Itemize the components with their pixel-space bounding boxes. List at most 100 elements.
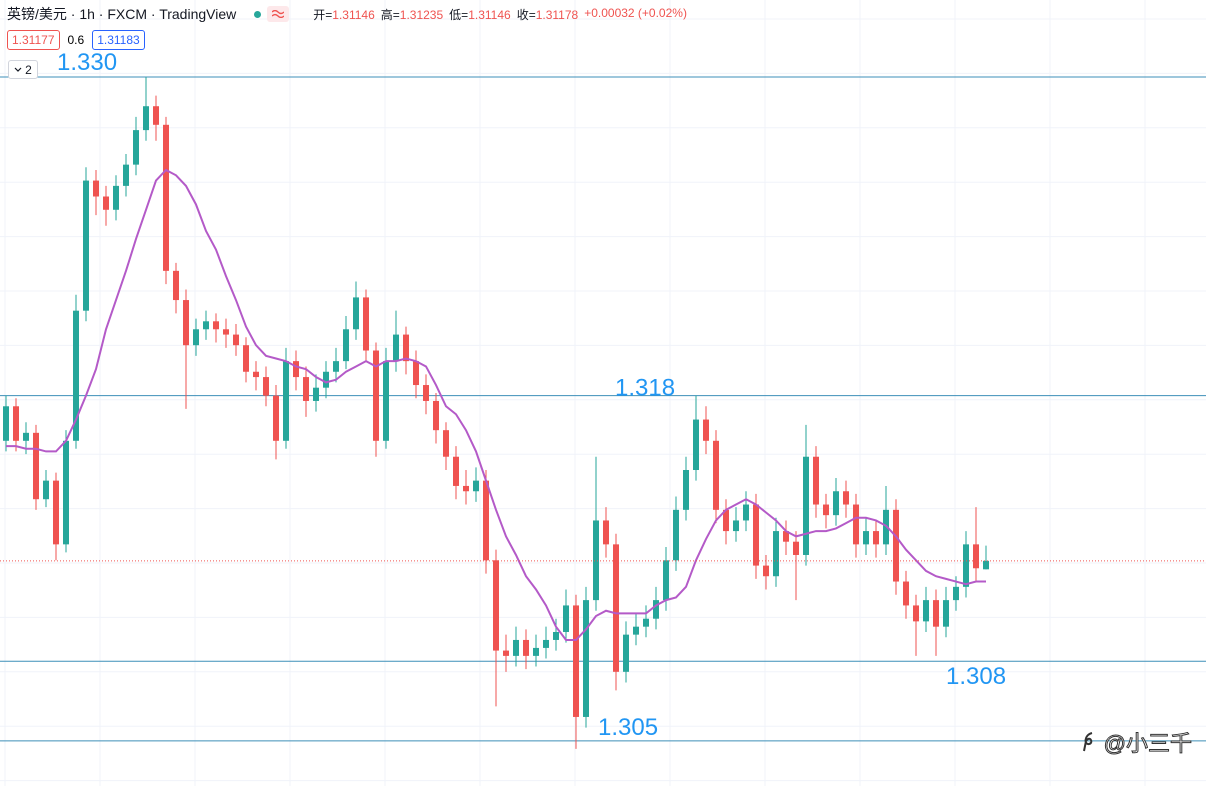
candle-body [813, 456, 819, 505]
candle-body [233, 334, 239, 346]
candle-body [643, 618, 649, 627]
candle-body [763, 565, 769, 577]
candle-body [733, 520, 739, 532]
candle-body [383, 361, 389, 441]
candle-body [913, 605, 919, 622]
candle-body [153, 106, 159, 125]
watermark-logo [1082, 732, 1093, 752]
candle-body [893, 509, 899, 582]
candle-body [713, 440, 719, 510]
candle-body [273, 395, 279, 441]
candle-body [623, 634, 629, 672]
ohlc-label: 收= [516, 7, 536, 22]
candle-body [543, 639, 549, 648]
ohlc-value: 1.31235 [399, 7, 444, 22]
candle-body [723, 509, 729, 532]
candle-body [73, 310, 79, 441]
candle-body [173, 270, 179, 301]
quote-row: 1.31177 0.6 1.31183 [7, 30, 145, 50]
candle-body [743, 504, 749, 521]
candle-body [973, 544, 979, 569]
candle-body [703, 419, 709, 441]
candle-body [433, 400, 439, 431]
candle-body [783, 531, 789, 542]
level-label: 1.308 [946, 663, 1006, 690]
candle-body [453, 456, 459, 486]
status-dot[interactable] [254, 10, 262, 18]
candle-body [23, 432, 29, 441]
moving-average [6, 168, 986, 641]
candle-body [963, 544, 969, 587]
candle-body [493, 560, 499, 651]
candle-body [53, 480, 59, 545]
candle-body [943, 600, 949, 627]
candle-body [33, 432, 39, 500]
candle-body [133, 130, 139, 165]
candle-body [953, 586, 959, 601]
candle-body [313, 387, 319, 401]
indicator-count: 2 [25, 62, 32, 77]
change: +0.00032 (+0.02%) [584, 5, 687, 20]
candle-body [343, 329, 349, 362]
candle-body [43, 480, 49, 500]
ask-button[interactable]: 1.31183 [92, 30, 145, 50]
candle-body [303, 377, 309, 401]
ohlc-value: 1.31146 [332, 7, 375, 22]
candle-body [593, 520, 599, 601]
candle-body [513, 639, 519, 656]
candle-body [443, 430, 449, 457]
candle-body [693, 419, 699, 471]
candle-body [683, 470, 689, 510]
candle-body [123, 164, 129, 186]
candle-body [473, 480, 479, 492]
candle-body [753, 504, 759, 566]
candle-body [923, 600, 929, 622]
candle-body [143, 106, 149, 131]
level-label: 1.330 [57, 49, 117, 76]
candle-body [353, 297, 359, 330]
ohlc-label: 高= [380, 7, 400, 22]
candle-body [373, 350, 379, 441]
candle-body [903, 581, 909, 606]
candle-body [533, 647, 539, 656]
ohlc-value: 1.31146 [468, 7, 511, 22]
candle-body [523, 639, 529, 656]
candle-body [83, 180, 89, 311]
spread: 0.6 [67, 33, 85, 47]
candle-body [653, 600, 659, 619]
ohlc-label: 低= [449, 7, 469, 22]
candle-body [203, 321, 209, 330]
candle-body [663, 560, 669, 601]
compare-button[interactable] [267, 6, 290, 22]
candle-body [613, 544, 619, 672]
candle-body [463, 485, 469, 492]
bid-button[interactable]: 1.31177 [7, 30, 60, 50]
candle-body [873, 531, 879, 545]
candle-body [93, 180, 99, 197]
candle-body [803, 456, 809, 555]
candle-body [283, 361, 289, 441]
candle-body [863, 531, 869, 545]
ohlc: 开=1.31146 高=1.31235 低=1.31146 收=1.31178 … [313, 6, 687, 23]
candle-body [563, 605, 569, 632]
candle-body [243, 345, 249, 372]
indicator-toggle[interactable]: 2 [8, 60, 38, 79]
candle-body [413, 361, 419, 386]
symbol-title: 英镑/美元 · 1h · FXCM · TradingView [7, 6, 237, 22]
candle-body [603, 520, 609, 545]
candle-body [633, 626, 639, 635]
candle-body [183, 300, 189, 346]
candle-body [403, 334, 409, 362]
candle-body [263, 377, 269, 396]
candle-body [333, 361, 339, 372]
header: 英镑/美元 · 1h · FXCM · TradingView 开=1.3114… [7, 4, 687, 24]
ohlc-value: 1.31178 [535, 7, 579, 22]
candle-body [323, 371, 329, 388]
level-label: 1.318 [615, 375, 675, 402]
candle-body [483, 480, 489, 561]
candle-body [393, 334, 399, 362]
candle-body [933, 600, 939, 627]
